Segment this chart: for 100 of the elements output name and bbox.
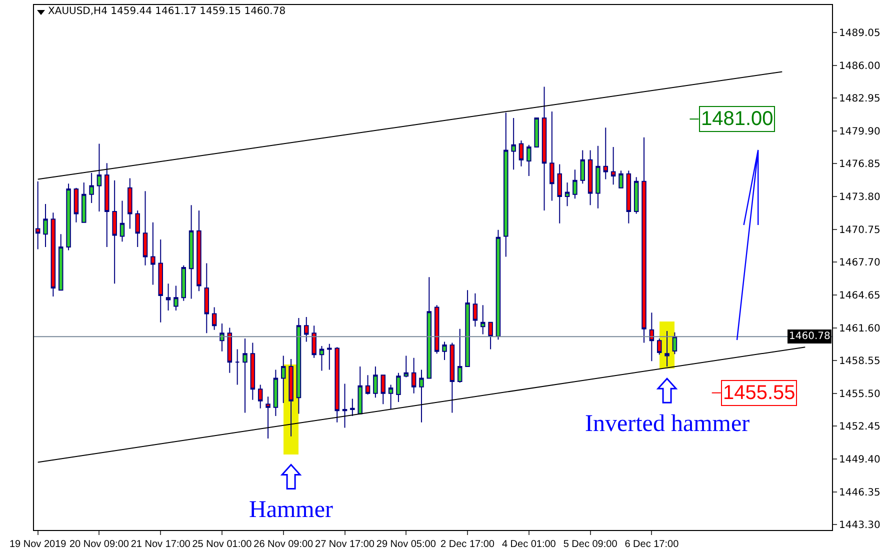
y-tick-label: 1482.95: [839, 94, 880, 105]
candlestick: [350, 398, 355, 416]
x-tick-label: 4 Dec 01:00: [502, 539, 556, 550]
candlestick: [365, 374, 370, 395]
candlestick: [258, 384, 263, 409]
y-tick-label: 1449.40: [839, 454, 880, 466]
y-tick-label: 1486.00: [839, 60, 880, 72]
candlestick: [472, 292, 478, 328]
candlestick: [135, 210, 140, 248]
candlestick: [404, 355, 409, 378]
candlestick: [358, 366, 362, 414]
candlestick: [588, 150, 593, 206]
candlestick: [518, 140, 524, 167]
candlestick: [142, 190, 148, 266]
y-tick-label: 1467.70: [839, 258, 880, 269]
candlestick: [312, 325, 316, 358]
y-tick-label: 1489.05: [839, 28, 880, 39]
x-tick-label: 27 Nov 17:00: [315, 539, 375, 550]
candlestick: [572, 169, 578, 200]
y-tick-label: 1455.50: [839, 388, 880, 400]
candlestick: [618, 170, 624, 188]
x-tick-label: 6 Dec 17:00: [624, 539, 680, 550]
candlestick: [542, 86, 547, 211]
candlestick: [550, 111, 554, 202]
x-tick-label: 20 Nov 09:00: [69, 539, 130, 550]
candlestick: [426, 276, 432, 379]
candlestick: [174, 285, 178, 312]
candlestick: [411, 357, 416, 394]
candlestick: [288, 358, 294, 437]
ref-line-label: 1481.00: [701, 108, 774, 130]
candlestick: [534, 117, 539, 148]
candlestick: [227, 327, 232, 374]
x-tick-label: 26 Nov 09:00: [254, 539, 314, 550]
candlestick: [104, 162, 110, 248]
candlestick: [342, 383, 348, 428]
y-tick-label: 1470.75: [839, 224, 880, 236]
candlestick: [656, 338, 662, 356]
candlestick: [442, 341, 447, 361]
candlestick: [266, 396, 270, 440]
candlestick: [664, 330, 670, 367]
candlestick: [66, 183, 71, 251]
candlestick: [496, 229, 501, 340]
y-tick-label: 1461.60: [839, 323, 880, 334]
annotation: Hammer: [249, 497, 333, 523]
candlestick: [419, 369, 424, 423]
candlestick: [281, 355, 286, 404]
candlestick: [150, 222, 156, 286]
ref-line-label: 1455.55: [723, 382, 796, 404]
candlestick: [488, 322, 493, 350]
ref-line-label: 1460.78: [789, 331, 830, 342]
candlestick: [204, 262, 210, 334]
candlestick: [504, 112, 508, 258]
annotation: Inverted hammer: [585, 411, 750, 437]
candlestick: [626, 170, 632, 224]
candlestick: [319, 346, 324, 372]
y-tick-label: 1458.55: [839, 356, 880, 368]
candlestick: [296, 318, 302, 414]
candlestick: [35, 180, 40, 250]
candlestick: [128, 178, 132, 230]
candlestick: [380, 374, 386, 405]
candlestick: [642, 136, 646, 344]
x-tick-label: 21 Nov 17:00: [130, 539, 191, 550]
y-tick-label: 1473.80: [839, 192, 880, 203]
candlestick: [196, 210, 202, 292]
candlestick: [234, 348, 240, 386]
candlestick: [250, 342, 256, 400]
candlestick: [373, 366, 378, 398]
candlestick: [634, 176, 639, 214]
candlestick: [434, 304, 440, 354]
candlestick: [334, 346, 340, 423]
candlestick: [603, 127, 608, 180]
candlestick: [327, 343, 332, 370]
candlestick: [304, 316, 309, 342]
candlestick: [557, 164, 562, 224]
x-tick-label: 25 Nov 01:00: [192, 539, 252, 550]
candlestick: [120, 200, 125, 242]
candlestick: [96, 143, 102, 212]
candlestick: [82, 182, 86, 223]
candlestick: [672, 332, 678, 355]
candlestick: [511, 117, 516, 170]
y-tick-label: 1443.30: [839, 520, 880, 532]
x-tick-label: 2 Dec 17:00: [440, 539, 495, 550]
candlestick: [465, 290, 470, 367]
candlestick: [166, 283, 171, 312]
candlestick: [388, 384, 394, 410]
candlestick: [220, 322, 224, 352]
candlestick: [58, 234, 64, 291]
candlestick: [480, 304, 486, 335]
candlestick: [649, 312, 654, 362]
candlestick: [112, 180, 117, 284]
y-tick-label: 1479.90: [839, 126, 880, 138]
candlestick: [158, 239, 163, 323]
candlestick: [564, 182, 570, 207]
candlestick: [212, 306, 217, 330]
candlestick: [188, 204, 194, 300]
candlestick: [74, 187, 79, 223]
candlestick: [580, 150, 585, 184]
candlestick: [43, 204, 48, 248]
candlestick: [242, 338, 248, 414]
candlestick: [396, 372, 401, 402]
